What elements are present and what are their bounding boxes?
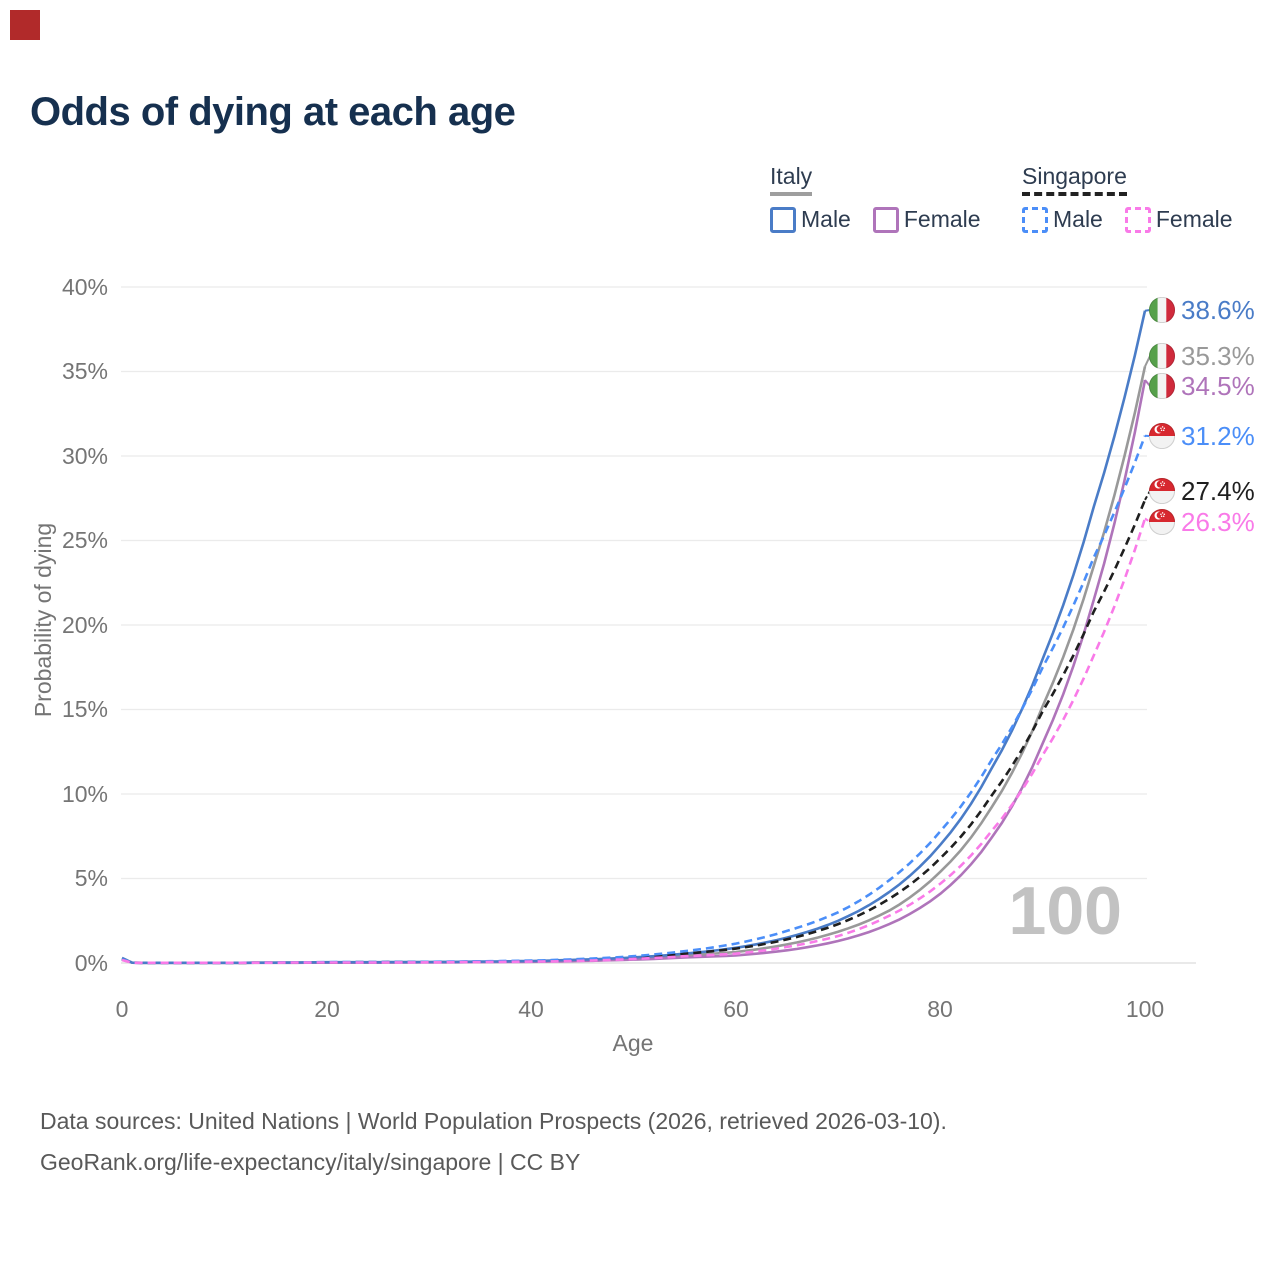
x-tick-label: 20 (314, 996, 340, 1022)
singapore-flag-icon (1149, 509, 1175, 535)
line-singapore-female (121, 518, 1147, 965)
x-tick-label: 100 (1125, 996, 1165, 1022)
italy-male-swatch-icon (770, 206, 796, 233)
singapore-male-swatch-icon (1022, 206, 1048, 233)
value-label: 34.5% (1181, 370, 1255, 401)
singapore-female-swatch-icon (1124, 206, 1151, 233)
italy-flag-icon (1149, 343, 1175, 369)
line-singapore-male (121, 435, 1147, 965)
value-label: 38.6% (1181, 294, 1255, 325)
value-label: 27.4% (1181, 475, 1255, 506)
attribution-text: GeoRank.org/life-expectancy/italy/singap… (40, 1149, 581, 1175)
legend-item-singapore-female[interactable]: Female (1124, 206, 1233, 233)
value-label: 26.3% (1181, 506, 1255, 537)
legend-item-label: Female (903, 206, 981, 232)
value-label: 31.2% (1181, 420, 1255, 451)
singapore-flag-icon (1149, 478, 1175, 504)
singapore-flag-icon (1149, 423, 1175, 449)
italy-flag-icon (1149, 373, 1175, 399)
legend-item-label: Male (801, 206, 851, 232)
y-tick-label: 20% (61, 612, 108, 638)
y-tick-label: 40% (61, 274, 108, 300)
x-axis-title: Age (612, 1030, 654, 1056)
legend-items-singapore: Male Female (1022, 206, 1255, 233)
legend-item-italy-male[interactable]: Male (770, 206, 851, 233)
page-title: Odds of dying at each age (30, 90, 516, 134)
y-tick-label: 15% (61, 696, 108, 722)
x-tick-label: 0 (115, 996, 129, 1022)
legend-item-label: Female (1155, 206, 1233, 232)
line-singapore-both-sexes (121, 499, 1147, 965)
x-tick-label: 40 (518, 996, 544, 1022)
y-tick-label: 0% (74, 950, 108, 976)
x-tick-label: 60 (723, 996, 749, 1022)
value-row-italy-male: 38.6% (1149, 295, 1255, 325)
y-tick-label: 25% (61, 527, 108, 553)
legend-group-italy: Italy Male Female (770, 163, 1003, 233)
legend-items-italy: Male Female (770, 206, 1003, 233)
legend-item-italy-female[interactable]: Female (872, 206, 981, 233)
value-row-singapore-female: 26.3% (1149, 507, 1255, 537)
y-tick-label: 10% (61, 781, 108, 807)
legend-header-italy: Italy (770, 163, 813, 196)
y-tick-label: 35% (61, 358, 108, 384)
line-italy-male (121, 310, 1147, 965)
legend-item-singapore-male[interactable]: Male (1022, 206, 1103, 233)
x-tick-label: 80 (927, 996, 953, 1022)
value-label: 35.3% (1181, 340, 1255, 371)
line-italy-female (121, 379, 1147, 965)
italy-female-swatch-icon (872, 206, 899, 233)
value-row-italy-female: 34.5% (1149, 371, 1255, 401)
value-row-italy-both: 35.3% (1149, 341, 1255, 371)
value-row-singapore-both: 27.4% (1149, 476, 1255, 506)
corner-mark (10, 10, 40, 40)
legend-group-singapore: Singapore Male Female (1022, 163, 1255, 233)
y-tick-label: 5% (74, 865, 108, 891)
y-tick-label: 30% (61, 443, 108, 469)
value-row-singapore-male: 31.2% (1149, 421, 1255, 451)
hover-age-watermark: 100 (1008, 873, 1122, 949)
italy-flag-icon (1149, 297, 1175, 323)
legend-item-label: Male (1053, 206, 1103, 232)
legend-header-singapore: Singapore (1022, 163, 1127, 196)
data-sources-text: Data sources: United Nations | World Pop… (40, 1108, 947, 1134)
